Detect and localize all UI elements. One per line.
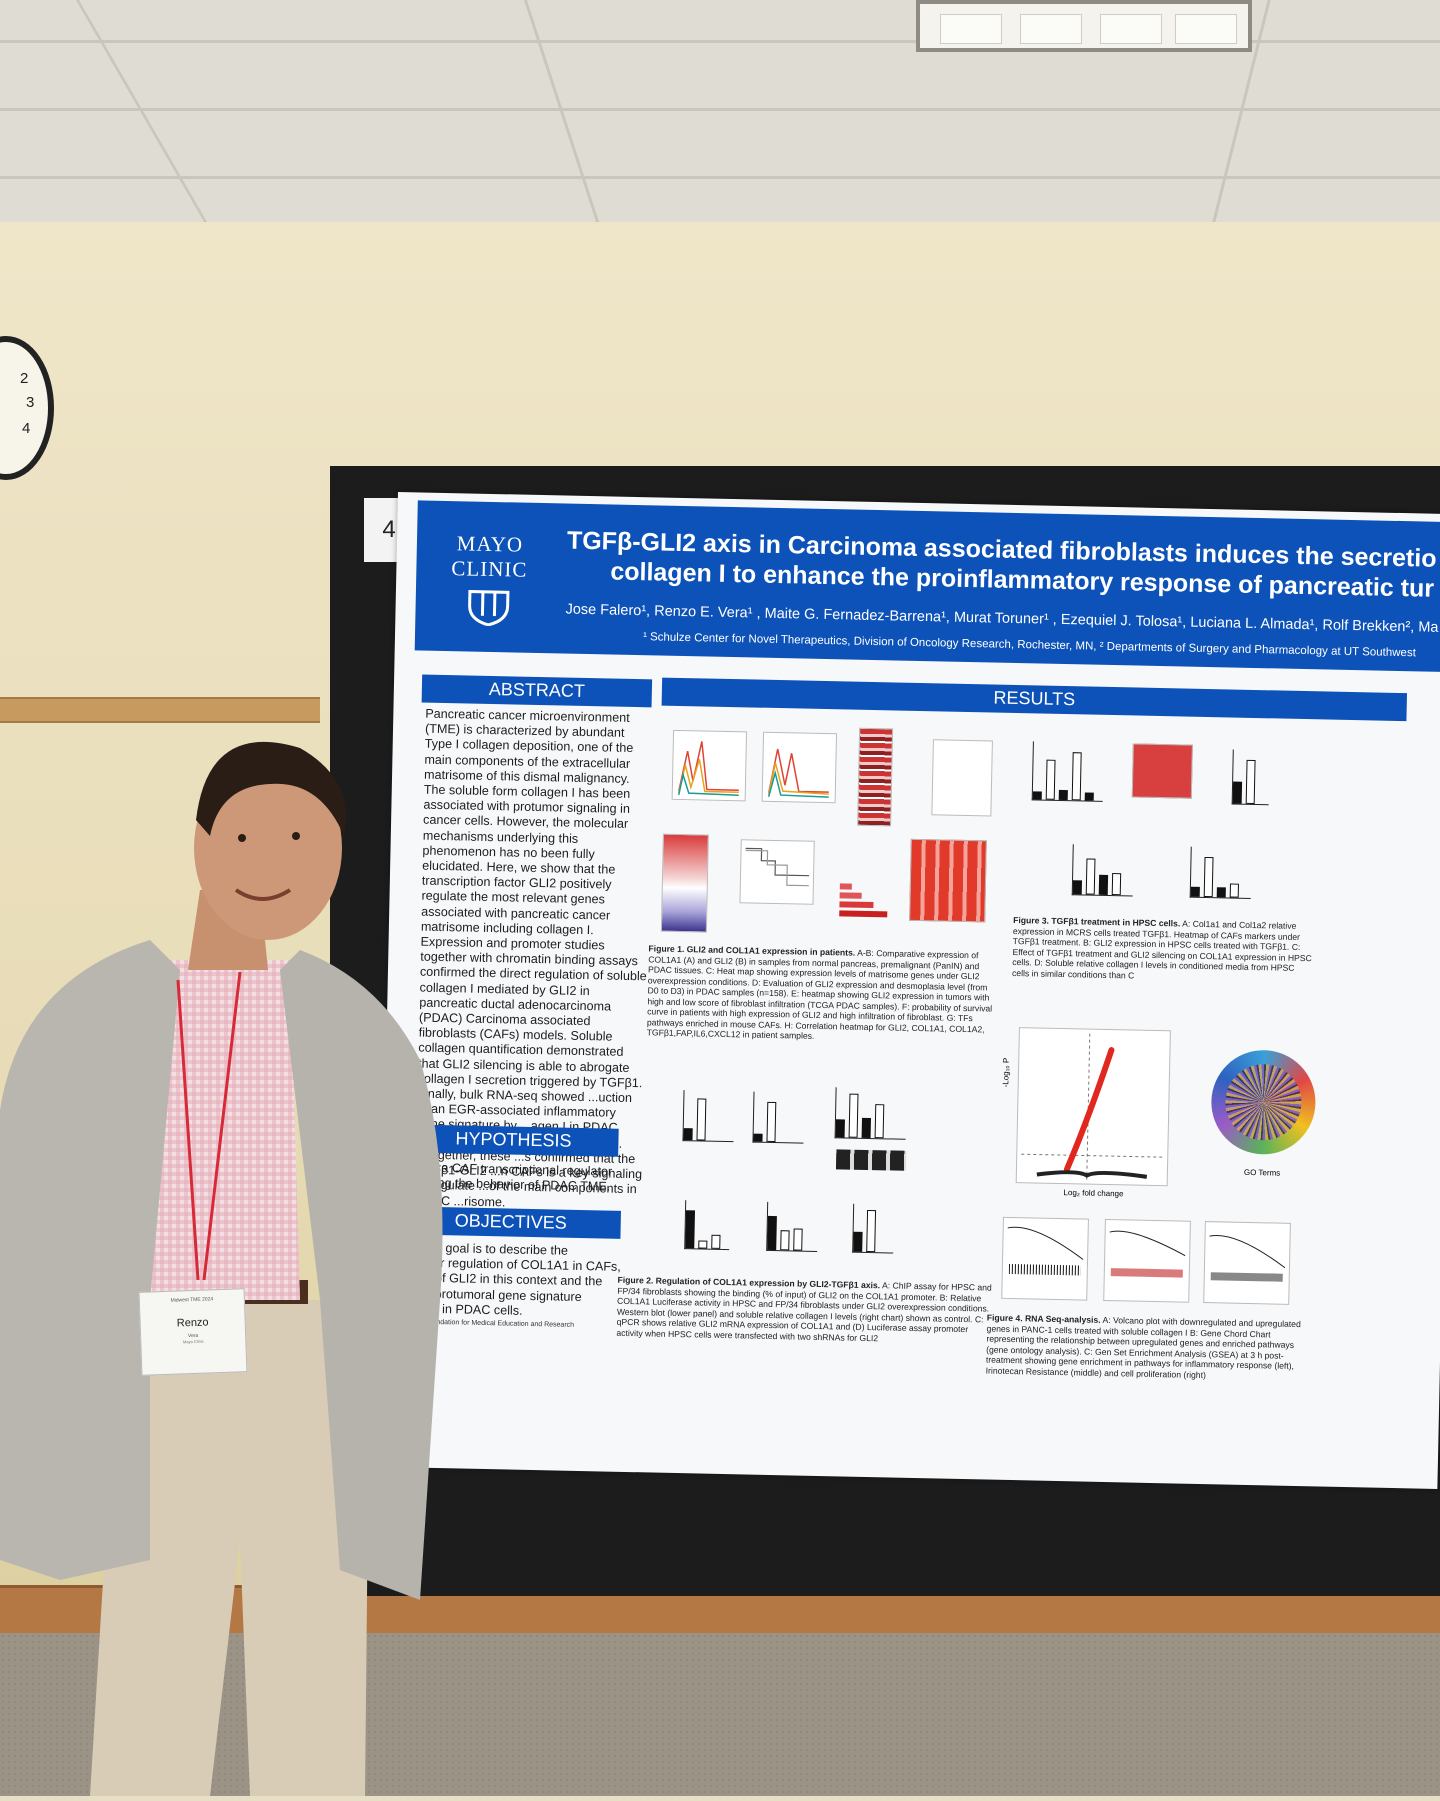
shield-icon [468,589,510,627]
fig2-chip-chart [682,1090,735,1143]
fig4-volcano-plot [1015,1027,1171,1187]
carpet [0,1633,1440,1796]
fig2-chip-chart [752,1091,805,1144]
fig1-heatmap-c [857,727,894,827]
ceiling [0,0,1440,222]
fig2-caption: Figure 2. Regulation of COL1A1 expressio… [616,1275,997,1346]
fig3-caption: Figure 3. TGFβ1 treatment in HPSC cells.… [1012,915,1313,984]
ceiling-grid [75,0,208,222]
fig3-heatmap [1131,743,1193,799]
ceiling-grid [523,0,600,222]
clock-number: 3 [26,394,35,411]
fig1-caption: Figure 1. GLI2 and COL1A1 expression in … [647,943,999,1045]
abstract-heading: ABSTRACT [421,674,653,708]
fig3-chart-d [1189,846,1252,899]
fig3-chart-a [1031,741,1104,802]
fig1-heatmap-e [660,833,709,933]
fig4-gsea-middle [1103,1218,1191,1303]
mayo-clinic-logo: MAYO CLINIC [433,531,545,632]
fig1-bars-g [839,853,900,922]
research-poster: MAYO CLINIC TGFβ-GLI2 axis in Carcinoma a… [377,492,1440,1489]
presenter [0,740,460,1796]
fig1-caption-text: A-B: Comparative expression of COL1A1 (A… [646,947,993,1041]
fig1-survival-f [739,839,815,905]
fig4-caption: Figure 4. RNA Seq-analysis. A: Volcano p… [986,1313,1317,1383]
fig2-chart-collagen [852,1203,895,1254]
fig2-caption-text: A: ChIP assay for HPSC and FP/34 fibrobl… [616,1280,992,1343]
fig2-western-blot [835,1149,907,1171]
badge-event: Midwest TME 2024 [170,1296,214,1304]
clock-number: 2 [20,370,29,387]
fig2-luciferase-chart [834,1087,907,1140]
poster-title: TGFβ-GLI2 axis in Carcinoma associated f… [566,526,1440,605]
fig4-gsea-left [1001,1216,1089,1301]
ceiling-light [916,0,1252,52]
go-terms-label: GO Terms [1243,1167,1281,1178]
name-badge: Midwest TME 2024 Renzo Vera Mayo Clinic [138,1288,248,1376]
author-list: Jose Falero¹, Renzo E. Vera¹ , Maite G. … [565,601,1439,636]
fig1-panel-d [931,739,993,817]
affiliation: ¹ Schulze Center for Novel Therapeutics,… [642,631,1416,660]
volcano-ylabel: -Log₁₀ P [1001,1057,1011,1088]
ceiling-grid [0,176,1440,179]
clock-number: 4 [22,420,31,437]
fig1-correlation-h [909,838,987,923]
fig4-chord-chart [1210,1049,1317,1156]
fig2-chart-d [766,1201,819,1252]
poster-header: MAYO CLINIC TGFβ-GLI2 axis in Carcinoma a… [414,500,1440,673]
fig3-caption-text: A: Col1a1 and Col1a2 relative expression… [1011,918,1312,981]
results-heading: RESULTS [661,677,1408,722]
badge-name: Renzo [176,1316,209,1330]
fig4-caption-text: A: Volcano plot with downregulated and u… [985,1314,1301,1380]
fig2-chart-c [684,1200,731,1251]
fig3-chart-c [1071,844,1134,897]
fig4-gsea-right [1203,1221,1291,1305]
ceiling-grid [0,40,1440,43]
fig1-panel-b [761,731,838,804]
volcano-xlabel: Log₂ fold change [1063,1188,1124,1199]
cork-strip [0,697,320,723]
ceiling-grid [0,108,1440,111]
fig3-chart-b [1231,749,1270,806]
fig1-panel-a [671,729,748,802]
